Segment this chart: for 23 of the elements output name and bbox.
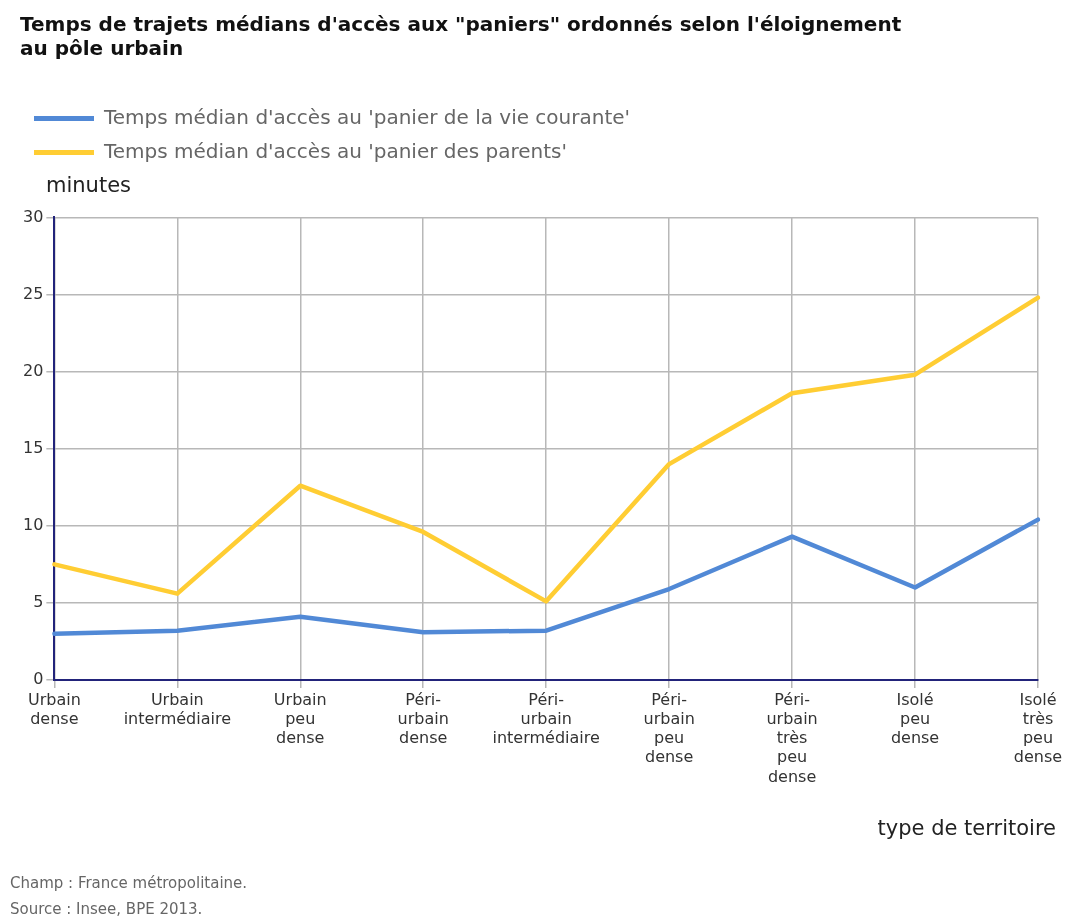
y-tick-label: 20: [23, 360, 44, 380]
y-tick-label: 30: [23, 206, 44, 226]
x-tick-label: Urbain dense: [27, 689, 81, 728]
x-tick-label: Urbain intermédiaire: [123, 689, 231, 728]
chart-title: Temps de trajets médians d'accès aux "paniers" ordonnés selon l'éloignement au pôle urbain: [20, 12, 903, 60]
source-note: Source : Insee, BPE 2013.: [10, 899, 204, 917]
x-tick-label: Péri-urbain très peu dense: [766, 689, 818, 786]
legend-label: Temps médian d'accès au 'panier de la vie courante': [103, 104, 631, 129]
x-tick-label: Péri-urbain intermédiaire: [492, 689, 600, 748]
y-tick-label: 10: [23, 514, 44, 534]
y-tick-label: 5: [33, 592, 44, 612]
x-tick-label: Péri-urbain dense: [397, 689, 449, 748]
x-axis-title: type de territoire: [877, 816, 1056, 840]
text: Champ : France métropolitaine.: [10, 873, 248, 894]
x-tick-label: Isolé très peu dense: [1013, 689, 1063, 767]
y-axis-title: minutes: [46, 173, 132, 197]
x-tick-label: Isolé peu dense: [890, 689, 940, 748]
y-tick-label: 0: [33, 669, 44, 689]
x-tick-label: Urbain peu dense: [273, 689, 327, 748]
x-tick-label: Péri-urbain peu dense: [643, 689, 695, 767]
legend-label: Temps médian d'accès au 'panier des parents': [103, 138, 568, 163]
y-tick-label: 15: [23, 437, 44, 457]
y-tick-label: 25: [23, 283, 44, 303]
